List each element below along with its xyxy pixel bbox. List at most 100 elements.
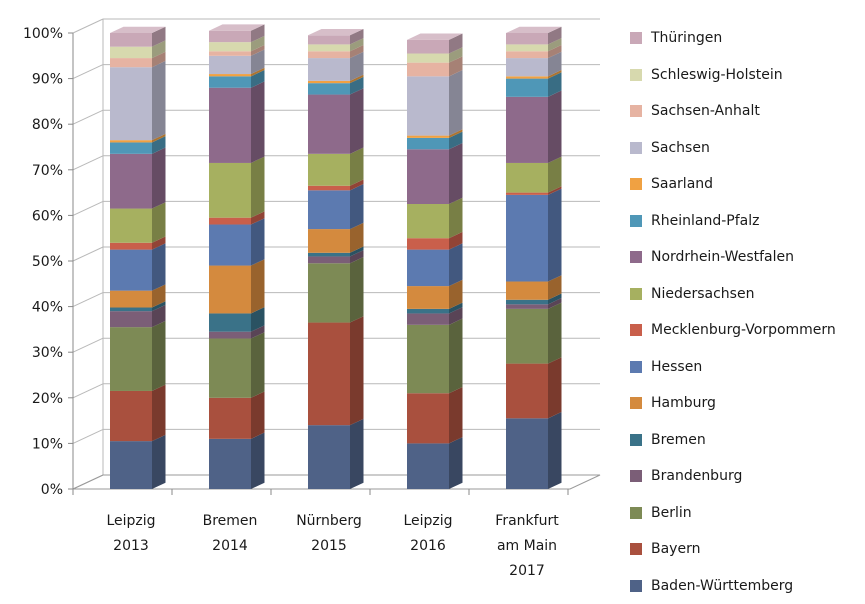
legend-item: Hamburg — [630, 385, 865, 422]
bar-front — [110, 209, 152, 243]
bar-side — [350, 148, 364, 186]
bar-front — [209, 218, 251, 225]
bar-side — [449, 198, 463, 239]
legend-label: Sachsen-Anhalt — [651, 103, 760, 119]
legend-label: Sachsen — [651, 140, 710, 156]
bar-segment — [209, 81, 265, 163]
bar-side — [449, 387, 463, 443]
y-tick-labels: 0%10%20%30%40%50%60%70%80%90%100% — [23, 26, 63, 498]
bar-front — [308, 154, 350, 186]
gridline-connector — [73, 201, 103, 215]
bar-segment — [506, 357, 562, 418]
bar-segment — [407, 34, 463, 54]
bar-side — [449, 243, 463, 286]
legend-item: Mecklenburg-Vorpommern — [630, 312, 865, 349]
bar-side — [251, 259, 265, 313]
legend-swatch — [630, 178, 642, 190]
legend-item: Niedersachsen — [630, 276, 865, 313]
bar-segment — [110, 148, 166, 209]
legend-label: Berlin — [651, 505, 692, 521]
y-tick-label: 20% — [32, 391, 63, 407]
bar-front — [407, 63, 449, 77]
bar-front — [110, 140, 152, 142]
bar-front — [110, 67, 152, 140]
bar-front — [407, 309, 449, 314]
bar-front — [308, 81, 350, 83]
gridline-connector — [73, 293, 103, 307]
bar-segment — [110, 27, 166, 47]
bar-front — [209, 42, 251, 51]
legend-swatch — [630, 288, 642, 300]
bar-front — [110, 142, 152, 153]
bar-front — [506, 163, 548, 193]
bar-front — [110, 58, 152, 67]
legend-swatch — [630, 434, 642, 446]
bar-front — [209, 56, 251, 74]
y-tick-label: 40% — [32, 300, 63, 316]
bar-front — [506, 44, 548, 51]
legend-label: Hamburg — [651, 395, 716, 411]
bar-segment — [308, 257, 364, 323]
bar-side — [350, 257, 364, 323]
bar-front — [506, 300, 548, 305]
bar-side — [449, 70, 463, 136]
bar-segment — [407, 319, 463, 394]
y-tick-label: 0% — [41, 482, 63, 498]
bar-segment — [506, 91, 562, 163]
bar-stack — [308, 29, 364, 489]
bar-front — [110, 311, 152, 327]
bar-front — [308, 425, 350, 489]
bar-front — [308, 51, 350, 58]
bar-front — [407, 238, 449, 249]
legend-label: Thüringen — [651, 30, 722, 46]
bar-side — [251, 392, 265, 439]
gridline-connector — [73, 338, 103, 352]
bar-segment — [110, 61, 166, 140]
gridline-connector — [73, 19, 103, 33]
bar-front — [407, 136, 449, 138]
bar-front — [308, 58, 350, 81]
bar-stack — [506, 27, 562, 489]
bar-front — [506, 364, 548, 419]
x-tick-label: 2015 — [311, 538, 347, 554]
x-tick-label: Bremen — [203, 513, 258, 529]
legend-item: Nordrhein-Westfalen — [630, 239, 865, 276]
legend-swatch — [630, 470, 642, 482]
bar-front — [407, 250, 449, 286]
bar-front — [308, 256, 350, 263]
legend-item: Sachsen — [630, 130, 865, 167]
bar-segment — [506, 27, 562, 45]
bar-segment — [209, 332, 265, 398]
bar-front — [110, 327, 152, 391]
bar-segment — [110, 385, 166, 441]
bar-side — [548, 357, 562, 418]
bar-stack — [110, 27, 166, 489]
bar-front — [209, 76, 251, 87]
y-tick-label: 90% — [32, 72, 63, 88]
bar-front — [506, 418, 548, 489]
bar-side — [152, 385, 166, 441]
bar-segment — [506, 412, 562, 489]
bar-front — [308, 190, 350, 229]
gridline-connector — [73, 110, 103, 124]
bar-side — [548, 412, 562, 489]
bar-front — [209, 332, 251, 339]
bar-front — [407, 204, 449, 238]
bar-segment — [110, 435, 166, 489]
bar-segment — [110, 321, 166, 391]
legend-swatch — [630, 543, 642, 555]
bar-front — [407, 54, 449, 63]
bar-side — [548, 157, 562, 193]
bar-front — [506, 282, 548, 300]
bar-front — [407, 393, 449, 443]
legend-item: Bayern — [630, 531, 865, 568]
bar-front — [506, 309, 548, 364]
legend-swatch — [630, 105, 642, 117]
legend-swatch — [630, 32, 642, 44]
bar-segment — [407, 143, 463, 204]
y-tick-label: 80% — [32, 117, 63, 133]
bar-front — [209, 88, 251, 163]
x-tick-labels: Leipzig2013Bremen2014Nürnberg2015Leipzig… — [106, 513, 559, 579]
bar-side — [251, 218, 265, 265]
x-tick-label: 2014 — [212, 538, 248, 554]
